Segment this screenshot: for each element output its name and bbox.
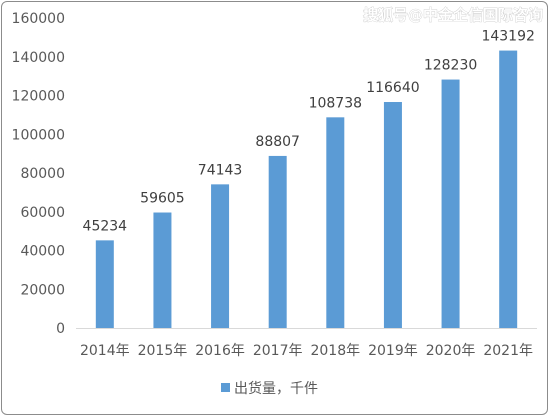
y-tick-label: 20000: [20, 282, 65, 298]
y-tick-label: 140000: [12, 50, 65, 66]
bar-series: [95, 50, 518, 329]
x-tick-label: 2014年: [80, 343, 130, 359]
data-label: 143192: [481, 29, 534, 45]
data-label: 74143: [198, 162, 243, 178]
bar: [268, 155, 287, 328]
bar: [326, 117, 345, 328]
x-tick-label: 2015年: [138, 343, 188, 359]
y-tick-label: 40000: [20, 244, 65, 260]
data-label: 128230: [424, 58, 477, 74]
data-label: 88807: [255, 134, 300, 150]
data-label: 59605: [140, 191, 185, 207]
x-tick-label: 2020年: [426, 343, 476, 359]
x-tick-label: 2019年: [368, 343, 418, 359]
legend: 出货量，千件: [221, 380, 318, 397]
bar: [153, 212, 172, 328]
legend-swatch: [221, 383, 230, 392]
bar: [211, 184, 230, 328]
bar: [499, 50, 518, 329]
y-tick-label: 80000: [20, 166, 65, 182]
bar: [383, 102, 402, 328]
watermark-text: 搜狐号@中金企信国际咨询: [363, 6, 543, 24]
y-axis: 0 20000 40000 60000 80000 100000 120000 140000 1…: [12, 11, 65, 337]
y-tick-label: 60000: [20, 205, 65, 221]
x-tick-label: 2016年: [195, 343, 245, 359]
bar: [441, 79, 460, 328]
y-tick-label: 160000: [12, 11, 65, 27]
y-tick-label: 120000: [12, 89, 65, 105]
x-tick-label: 2021年: [483, 343, 533, 359]
data-label: 45234: [83, 218, 128, 234]
data-label: 116640: [366, 80, 419, 96]
y-tick-label: 100000: [12, 127, 65, 143]
legend-label: 出货量，千件: [234, 380, 318, 397]
y-tick-label: 0: [56, 321, 65, 337]
data-label: 108738: [309, 95, 362, 111]
x-tick-label: 2018年: [310, 343, 360, 359]
x-axis: 2014年 2015年 2016年 2017年 2018年 2019年 2020年 2021年: [76, 328, 537, 359]
x-tick-label: 2017年: [253, 343, 303, 359]
bar: [95, 240, 114, 328]
